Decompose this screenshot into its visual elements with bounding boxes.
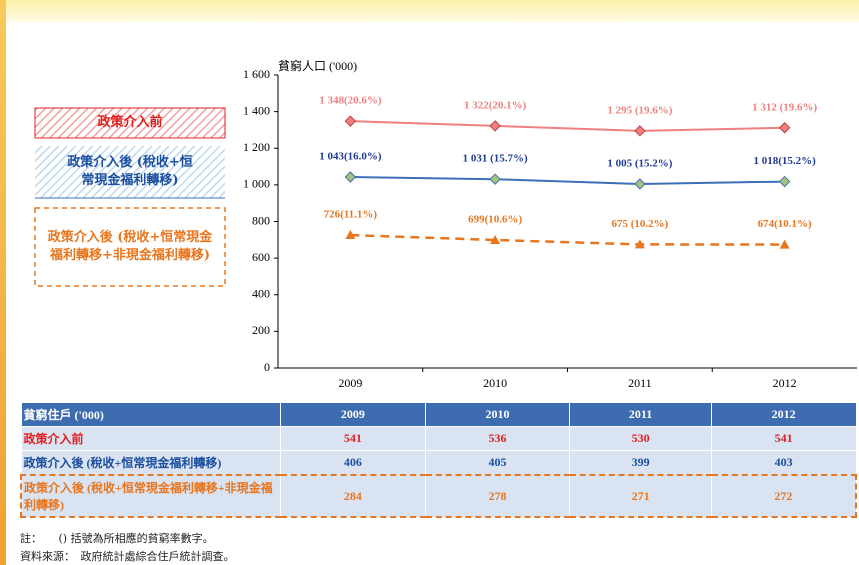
- series-line: [350, 120, 785, 132]
- marker: [778, 122, 791, 134]
- data-label: 1 031 (15.7%): [463, 153, 528, 165]
- table-cell: 2010: [424, 402, 571, 427]
- table-cell: 399: [569, 450, 712, 476]
- table-cell: 406: [280, 450, 426, 476]
- table-cell: 2012: [710, 402, 857, 427]
- legend-entry: 政策介入前: [97, 115, 163, 131]
- table-cell: 政策介入後 (稅收+恒常現金福利轉移+非現金福利轉移): [20, 474, 281, 518]
- x-tick-label: 2010: [483, 376, 507, 390]
- series-line: [350, 176, 785, 185]
- y-tick-label: 600: [252, 250, 270, 264]
- marker: [779, 239, 790, 249]
- x-tick-label: 2012: [773, 376, 797, 390]
- left-band: [0, 0, 6, 565]
- marker: [778, 175, 791, 188]
- y-tick-label: 1 200: [243, 140, 270, 154]
- marker: [634, 125, 646, 137]
- series-line: [350, 233, 785, 246]
- table-cell: 貧窮住戶 ('000): [20, 402, 281, 427]
- legend-entry: 政策介入後 (稅收+恒常現金福利轉移): [67, 155, 193, 188]
- y-tick-label: 1 600: [243, 67, 270, 81]
- table-header: 貧窮住戶 ('000) 2009 2010 2011 2012: [20, 402, 857, 427]
- marker: [489, 120, 501, 132]
- y-tick-label: 0: [264, 360, 270, 374]
- note: 資料來源： 政府統計處綜合住戶統計調查。: [20, 550, 235, 563]
- y-tick-label: 400: [252, 287, 270, 301]
- table-cell: 政策介入前: [20, 426, 281, 451]
- legend-box: [35, 146, 225, 198]
- table-cell: 284: [280, 474, 426, 518]
- marker: [489, 173, 501, 185]
- table-cell: 530: [569, 426, 712, 451]
- legend-box: [34, 107, 226, 139]
- table-row: 政策介入後 (稅收+恒常現金福利轉移+非現金福利轉移) 284 278 271 272: [20, 474, 857, 518]
- data-label: 699(10.6%): [468, 214, 522, 226]
- table-cell: 405: [424, 450, 571, 476]
- table-cell: 536: [424, 426, 571, 451]
- y-axis-label: 貧窮人口 ('000): [278, 58, 357, 73]
- marker: [344, 171, 357, 183]
- table-cell: 2009: [280, 402, 426, 427]
- data-label: 1 043(16.0%): [319, 151, 382, 163]
- y-tick-label: 800: [252, 213, 270, 227]
- note: 註： () 括號為所相應的貧窮率數字。: [20, 532, 214, 545]
- y-tick-label: 1 000: [243, 177, 270, 191]
- y-tick-label: 200: [252, 323, 270, 337]
- marker: [634, 239, 645, 249]
- table-cell: 541: [280, 426, 426, 451]
- legend-entry: 政策介入後 (稅收+恒常現金福利轉移+非現金福利轉移): [47, 230, 213, 263]
- x-tick-label: 2011: [628, 376, 652, 390]
- table-cell: 403: [710, 450, 857, 476]
- x-tick-label: 2009: [338, 376, 362, 390]
- data-label: 726(11.1%): [324, 209, 378, 221]
- y-tick-label: 1 400: [243, 103, 270, 117]
- data-label: 1 348(20.6%): [319, 95, 382, 107]
- data-label: 1 295 (19.6%): [607, 104, 672, 116]
- data-label: 675 (10.2%): [611, 218, 668, 230]
- table-cell: 2011: [569, 402, 712, 427]
- data-label: 1 312 (19.6%): [752, 101, 817, 113]
- top-band: [0, 0, 859, 22]
- table-row: 政策介入後 (稅收+恒常現金福利轉移) 406 405 399 403: [20, 450, 857, 476]
- table-cell: 政策介入後 (稅收+恒常現金福利轉移): [20, 450, 281, 476]
- legend-box: [34, 207, 226, 287]
- data-label: 674(10.1%): [758, 218, 812, 230]
- marker: [490, 234, 501, 244]
- marker: [345, 230, 356, 240]
- table-cell: 272: [710, 474, 857, 518]
- data-table: 貧窮住戶 ('000) 2009 2010 2011 2012 政策介入前 541 536 53…: [20, 402, 857, 518]
- data-label: 1 322(20.1%): [464, 99, 527, 111]
- marker: [344, 115, 357, 127]
- table-cell: 541: [710, 426, 857, 451]
- marker: [634, 178, 646, 190]
- data-label: 1 005 (15.2%): [607, 157, 672, 169]
- table-row: 政策介入前 541 536 530 541: [20, 426, 857, 451]
- data-label: 1 018(15.2%): [753, 155, 816, 167]
- table-cell: 278: [424, 474, 571, 518]
- table-cell: 271: [569, 474, 712, 518]
